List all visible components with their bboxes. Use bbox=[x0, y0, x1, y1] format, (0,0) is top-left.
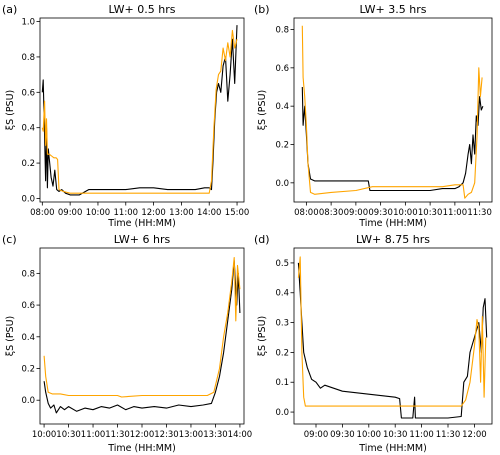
x-tick-label: 13:30 bbox=[203, 430, 228, 440]
y-tick-label: 0.8 bbox=[21, 53, 35, 63]
plot-frame bbox=[293, 247, 493, 425]
y-tick-label: 0.5 bbox=[275, 259, 289, 269]
x-tick-label: 14:00 bbox=[197, 208, 222, 218]
x-tick-label: 13:00 bbox=[169, 208, 194, 218]
y-tick-label: 0.0 bbox=[275, 179, 289, 189]
x-tick-label: 08:00 bbox=[30, 208, 55, 218]
x-tick-label: 13:00 bbox=[179, 430, 204, 440]
x-tick-label: 11:00 bbox=[81, 430, 106, 440]
x-tick-label: 10:00 bbox=[86, 208, 111, 218]
x-tick-label: 08:00 bbox=[294, 208, 319, 218]
x-tick-label: 11:00 bbox=[114, 208, 139, 218]
panel-label: (b) bbox=[254, 3, 270, 16]
x-axis-label: Time (HH:MM) bbox=[358, 443, 427, 454]
panel-title: LW+ 6 hrs bbox=[114, 233, 171, 246]
panel-title: LW+ 0.5 hrs bbox=[109, 3, 176, 16]
x-tick-label: 09:00 bbox=[304, 430, 329, 440]
x-tick-label: 10:00 bbox=[32, 430, 57, 440]
series-line-1 bbox=[297, 256, 487, 407]
panel-label: (d) bbox=[254, 233, 270, 246]
x-tick-label: 11:00 bbox=[409, 430, 434, 440]
x-tick-label: 08:30 bbox=[319, 208, 344, 218]
y-axis-label: ξS (PSU) bbox=[257, 316, 268, 356]
panel-title: LW+ 8.75 hrs bbox=[356, 233, 430, 246]
series-line-1 bbox=[43, 256, 241, 398]
x-tick-label: 09:00 bbox=[344, 208, 369, 218]
y-tick-label: 0.6 bbox=[21, 88, 35, 98]
x-axis-label: Time (HH:MM) bbox=[107, 443, 176, 454]
y-tick-label: 0.2 bbox=[275, 141, 289, 151]
x-tick-label: 10:00 bbox=[393, 208, 418, 218]
x-tick-label: 10:00 bbox=[357, 430, 382, 440]
y-tick-label: 0.0 bbox=[21, 194, 35, 204]
x-tick-label: 11:30 bbox=[436, 430, 461, 440]
y-axis-label: ξS (PSU) bbox=[5, 90, 16, 130]
series-line-1 bbox=[301, 25, 483, 199]
x-tick-label: 14:00 bbox=[228, 430, 253, 440]
x-tick-label: 11:30 bbox=[467, 208, 492, 218]
y-tick-label: 0.4 bbox=[275, 289, 289, 299]
y-tick-label: 0.2 bbox=[21, 365, 35, 375]
x-tick-label: 12:00 bbox=[130, 430, 155, 440]
plot-frame bbox=[293, 17, 493, 203]
x-tick-label: 09:30 bbox=[368, 208, 393, 218]
y-tick-label: 0.2 bbox=[275, 348, 289, 358]
y-tick-label: 0.3 bbox=[275, 319, 289, 329]
series-line-0 bbox=[297, 262, 488, 419]
x-tick-label: 12:30 bbox=[154, 430, 179, 440]
x-tick-label: 09:30 bbox=[330, 430, 355, 440]
y-tick-label: 1.0 bbox=[21, 18, 35, 28]
y-tick-label: 0.2 bbox=[21, 159, 35, 169]
y-tick-label: 0.4 bbox=[21, 124, 35, 134]
panel-label: (c) bbox=[2, 233, 17, 246]
panel-title: LW+ 3.5 hrs bbox=[360, 3, 427, 16]
y-tick-label: 0.8 bbox=[21, 269, 35, 279]
x-tick-label: 09:00 bbox=[58, 208, 83, 218]
x-tick-label: 10:30 bbox=[383, 430, 408, 440]
x-tick-label: 15:00 bbox=[225, 208, 250, 218]
x-tick-label: 11:30 bbox=[105, 430, 130, 440]
x-tick-label: 10:30 bbox=[418, 208, 443, 218]
y-axis-label: ξS (PSU) bbox=[5, 316, 16, 356]
y-tick-label: 0.1 bbox=[275, 378, 289, 388]
series-line-1 bbox=[41, 29, 238, 194]
series-line-0 bbox=[43, 260, 241, 414]
x-tick-label: 12:00 bbox=[462, 430, 487, 440]
y-tick-label: 0.6 bbox=[21, 301, 35, 311]
panel-label: (a) bbox=[2, 3, 17, 16]
y-tick-label: 0.6 bbox=[275, 64, 289, 74]
x-tick-label: 10:30 bbox=[56, 430, 81, 440]
y-tick-label: 0.4 bbox=[21, 333, 35, 343]
x-tick-label: 11:00 bbox=[443, 208, 468, 218]
series-line-0 bbox=[41, 25, 238, 196]
panel-b: (b) LW+ 3.5 hrs Time (HH:MM) ξS (PSU) 08… bbox=[254, 3, 493, 229]
series-line-0 bbox=[301, 86, 484, 192]
y-tick-label: 0.0 bbox=[275, 408, 289, 418]
y-tick-label: 0.0 bbox=[21, 396, 35, 406]
panel-c: (c) LW+ 6 hrs Time (HH:MM) ξS (PSU) 10:0… bbox=[2, 233, 252, 454]
x-tick-label: 12:00 bbox=[141, 208, 166, 218]
panel-d: (d) LW+ 8.75 hrs Time (HH:MM) ξS (PSU) 0… bbox=[254, 233, 493, 454]
panel-a: (a) LW+ 0.5 hrs Time (HH:MM) ξS (PSU) 08… bbox=[2, 3, 249, 229]
x-axis-label: Time (HH:MM) bbox=[358, 218, 427, 229]
y-axis-label: ξS (PSU) bbox=[257, 90, 268, 130]
y-tick-label: 0.4 bbox=[275, 102, 289, 112]
y-tick-label: 0.8 bbox=[275, 26, 289, 36]
plot-frame bbox=[39, 17, 245, 203]
x-axis-label: Time (HH:MM) bbox=[107, 218, 176, 229]
